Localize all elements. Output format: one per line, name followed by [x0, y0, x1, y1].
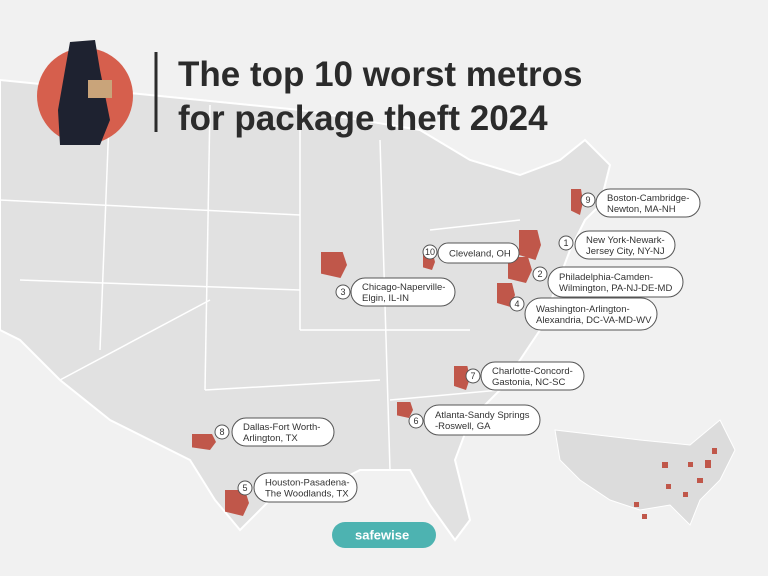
rank-number: 6 — [413, 416, 418, 426]
metro-label: Boston-Cambridge- — [607, 193, 689, 204]
metro-area — [225, 490, 249, 516]
metro-area — [519, 230, 541, 260]
metro-label-box — [437, 242, 520, 264]
metro-label: Atlanta-Sandy Springs — [435, 410, 530, 421]
metro-label-box — [574, 230, 676, 260]
metro-label-box — [350, 277, 456, 307]
rank-badge — [509, 296, 525, 312]
rank-number: 9 — [585, 195, 590, 205]
rank-badge — [214, 424, 230, 440]
rank-badge — [237, 480, 253, 496]
metro-label-box — [231, 417, 335, 447]
rank-number: 8 — [219, 427, 224, 437]
metro-label-box — [595, 188, 701, 218]
metro-label: Alexandria, DC-VA-MD-WV — [536, 315, 652, 326]
metro-label: Houston-Pasadena- — [265, 478, 350, 489]
rank-badge — [335, 284, 351, 300]
metro-label: -Roswell, GA — [435, 421, 491, 432]
metro-label-box — [253, 472, 358, 503]
rank-badge — [558, 235, 574, 251]
rank-number: 3 — [340, 287, 345, 297]
title-line: for package theft 2024 — [178, 99, 548, 138]
state-lines — [0, 94, 521, 471]
metro-label: Jersey City, NY-NJ — [586, 246, 665, 257]
metro-label: Wilmington, PA-NJ-DE-MD — [559, 283, 672, 294]
metro-area — [192, 434, 216, 450]
brand-pill — [332, 522, 436, 548]
metro-label: Philadelphia-Camden- — [559, 272, 653, 283]
metro-area — [321, 252, 347, 278]
metro-label-box — [423, 404, 541, 436]
rank-badge — [422, 244, 438, 260]
rank-number: 10 — [425, 247, 435, 257]
thief-icon — [58, 40, 110, 145]
metro-label: Gastonia, NC-SC — [492, 377, 566, 388]
package-icon — [88, 80, 112, 98]
metro-area — [508, 257, 532, 283]
inset-map — [554, 419, 736, 526]
rank-number: 2 — [537, 269, 542, 279]
metro-label: Dallas-Fort Worth- — [243, 422, 320, 433]
rank-number: 4 — [514, 299, 519, 309]
metro-area — [397, 402, 413, 418]
metro-area — [571, 189, 583, 215]
rank-badge — [580, 192, 596, 208]
brand-name: safewise — [355, 527, 409, 542]
inset-metros — [634, 448, 717, 519]
metro-label: Chicago-Naperville- — [362, 282, 445, 293]
metro-label: Elgin, IL-IN — [362, 293, 409, 304]
metro-label: Newton, MA-NH — [607, 204, 676, 215]
rank-badge — [532, 266, 548, 282]
metro-label-box — [524, 297, 658, 331]
metro-label: Charlotte-Concord- — [492, 366, 573, 377]
metro-label: Washington-Arlington- — [536, 304, 630, 315]
metro-label: The Woodlands, TX — [265, 489, 349, 500]
rank-badge — [408, 413, 424, 429]
rank-badge — [465, 368, 481, 384]
rank-number: 5 — [242, 483, 247, 493]
metro-label-box — [480, 361, 585, 391]
metro-label: Cleveland, OH — [449, 249, 511, 260]
metro-label: Arlington, TX — [243, 433, 298, 444]
rank-number: 7 — [470, 371, 475, 381]
metro-area — [454, 366, 470, 390]
rank-number: 1 — [563, 238, 568, 248]
metro-label: New York-Newark- — [586, 235, 665, 246]
title-line: The top 10 worst metros — [178, 55, 583, 94]
metro-label-box — [547, 266, 684, 298]
